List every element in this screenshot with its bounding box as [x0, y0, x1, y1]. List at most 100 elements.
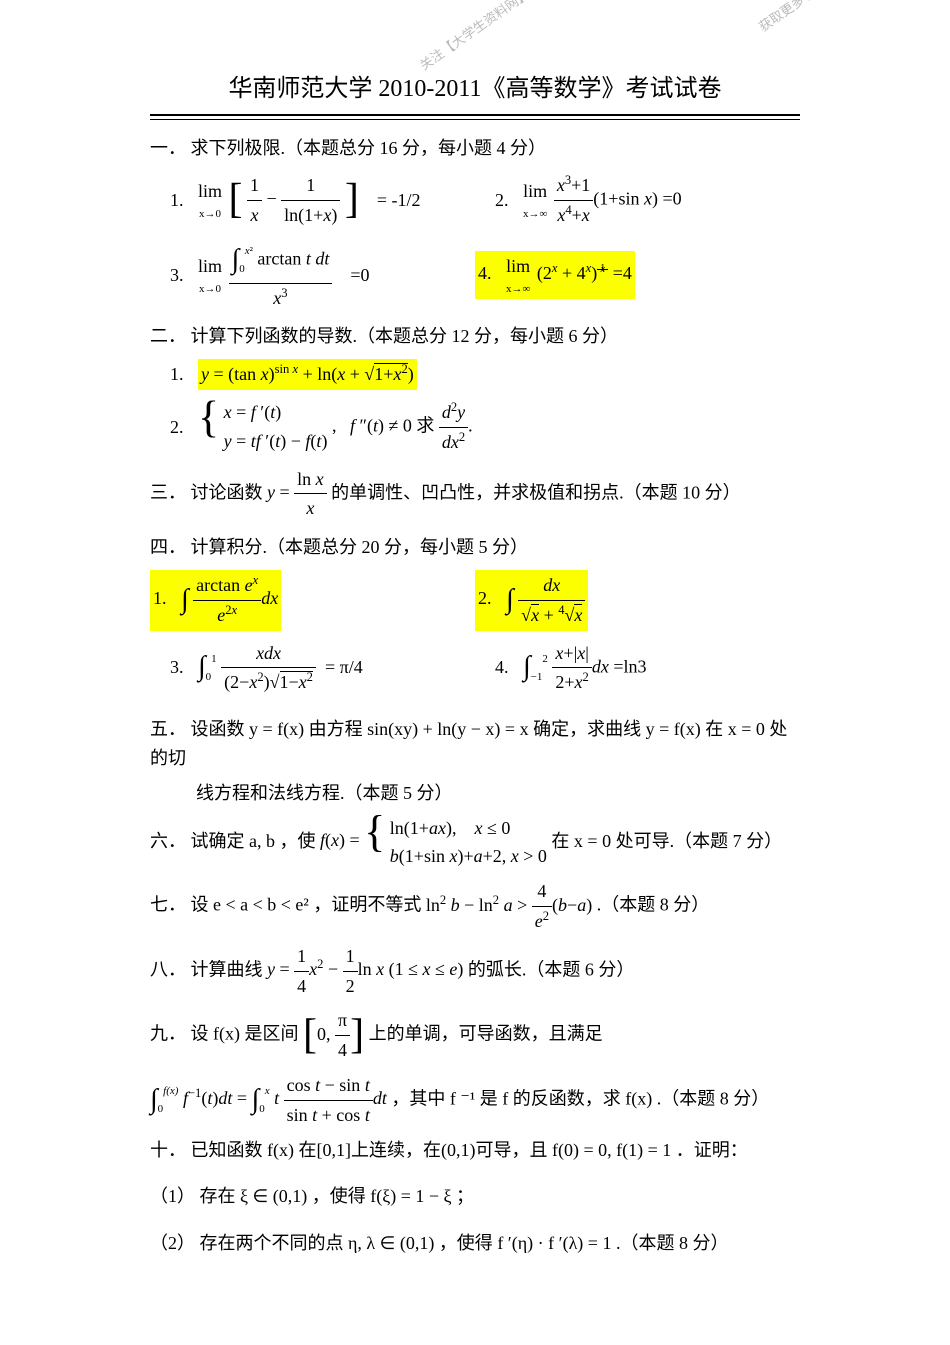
sec10-fxi: f(ξ) = 1 − ξ: [370, 1186, 451, 1206]
sec6-a: 六． 试确定: [150, 830, 245, 850]
sec10-1b: ，使得: [312, 1186, 366, 1206]
sec3-a: 三． 讨论函数: [150, 482, 263, 502]
section-7: 七． 设 e < a < b < e² ，证明不等式 ln2 b − ln2 a…: [150, 877, 800, 936]
section-5: 五． 设函数 y = f(x) 由方程 sin(xy) + ln(y − x) …: [150, 715, 800, 773]
sec7-a: 七． 设: [150, 895, 209, 915]
sec9-f: f: [502, 1088, 508, 1108]
sec8-b: 的弧长.（本题 6 分）: [468, 959, 635, 979]
q1-3-ans: =0: [350, 261, 369, 290]
sec10-1a: （1） 存在: [150, 1186, 236, 1206]
sec6-b: ，使: [280, 830, 316, 850]
q2-2-num: 2.: [170, 413, 188, 442]
sec10-2c: .（本题 8 分）: [616, 1233, 729, 1253]
sec10-b: 在[0,1]上连续，在(0,1)可导，且: [298, 1140, 547, 1160]
sec9-eq: ∫0f(x) f−1(t)dt = ∫0x t cos t − sin tsin…: [150, 1088, 391, 1108]
sec5-c: 确定，求曲线: [533, 719, 641, 739]
section-2-head: 二． 计算下列函数的导数.（本题总分 12 分，每小题 6 分）: [150, 322, 800, 351]
sec6-ab: a, b: [249, 830, 275, 850]
sec6-c: 在: [551, 830, 569, 850]
q1-4-ans: =4: [613, 263, 632, 283]
q4-4-num: 4.: [495, 653, 513, 682]
q1-1-ans: = -1/2: [377, 186, 421, 215]
q4-1-num: 1.: [153, 588, 167, 608]
q4-1-highlight: 1. ∫ arctan exe2xdx: [150, 570, 281, 631]
page-title: 华南师范大学 2010-2011《高等数学》考试试卷: [150, 70, 800, 108]
sec5-yfx2: y = f(x): [646, 719, 701, 739]
sec7-expr: ln2 b − ln2 a > 4e2(b−a): [426, 895, 597, 915]
sec3-b: 的单调性、凹凸性，并求极值和拐点.（本题 10 分）: [331, 482, 741, 502]
q2-1-expr: y = (tan x)sin x + ln(x + √1+x2): [198, 359, 417, 390]
q1-4-expr: limx→∞ (2x + 4x)1x =4: [506, 263, 632, 283]
sec8-expr: y = 14x2 − 12ln x (1 ≤ x ≤ e): [267, 959, 468, 979]
q2-1-num: 1.: [170, 360, 188, 389]
sec9-l2c: .（本题 8 分）: [657, 1088, 770, 1108]
q1-2-num: 2.: [495, 186, 513, 215]
sec5-a: 五． 设函数: [150, 719, 245, 739]
section-9-line2: ∫0f(x) f−1(t)dt = ∫0x t cos t − sin tsin…: [150, 1071, 800, 1130]
sec5-eq: sin(xy) + ln(y − x) = x: [367, 719, 528, 739]
q4-2-highlight: 2. ∫ dx√x + 4√x: [475, 570, 588, 631]
lim-sub: x→∞: [506, 281, 530, 299]
q4-2-num: 2.: [478, 588, 492, 608]
q1-1-num: 1.: [170, 186, 188, 215]
lim-sub: x→∞: [523, 206, 547, 224]
lim-text: lim: [198, 177, 222, 206]
section-9: 九． 设 f(x) 是区间 [0, π4] 上的单调，可导函数，且满足: [150, 1006, 800, 1065]
lim-sub: x→0: [198, 281, 222, 299]
sec7-b: ，证明不等式: [313, 895, 421, 915]
watermark-diagonal-1: 关注【大学生资料网】: [416, 0, 534, 76]
q1-2-ans: =0: [662, 189, 681, 209]
q4-3-expr: ∫01 xdx(2−x2)√1−x2: [198, 639, 316, 698]
sec5-yfx: y = f(x): [249, 719, 304, 739]
section-3: 三． 讨论函数 y = ln xx 的单调性、凹凸性，并求极值和拐点.（本题 1…: [150, 465, 800, 524]
q4-4-expr: ∫−12 x+|x|2+x2dx =ln3: [523, 639, 647, 698]
lim-text: lim: [198, 252, 222, 281]
section-4-head: 四． 计算积分.（本题总分 20 分，每小题 5 分）: [150, 533, 800, 562]
sec10-c: ．证明：: [676, 1140, 748, 1160]
section-8: 八． 计算曲线 y = 14x2 − 12ln x (1 ≤ x ≤ e) 的弧…: [150, 942, 800, 1001]
sec9-fm1: f ⁻¹: [450, 1088, 475, 1108]
lim-text: lim: [523, 177, 547, 206]
sec9-fx: f(x): [213, 1024, 240, 1044]
sec9-c: 上的单调，可导函数，且满足: [369, 1024, 603, 1044]
sec10-f0f1: f(0) = 0, f(1) = 1: [552, 1140, 671, 1160]
q4-1-expr: ∫ arctan exe2xdx: [181, 588, 278, 608]
sec7-c: .（本题 8 分）: [597, 895, 710, 915]
sec9-l2b: 的反函数，求: [513, 1088, 621, 1108]
q4-3-ans: = π/4: [325, 653, 363, 682]
sec6-x0: x = 0: [574, 830, 611, 850]
q1-1-expr: limx→0 [ 1x − 1ln(1+x) ]: [198, 171, 359, 230]
sec10-fx: f(x): [267, 1140, 294, 1160]
sec9-interval: [0, π4]: [303, 1024, 369, 1044]
section-10: 十． 已知函数 f(x) 在[0,1]上连续，在(0,1)可导，且 f(0) =…: [150, 1136, 800, 1165]
sec10-1c: ；: [456, 1186, 474, 1206]
lim-text: lim: [506, 252, 530, 281]
sec5-at: 在: [705, 719, 723, 739]
q4-2-expr: ∫ dx√x + 4√x: [506, 588, 585, 608]
sec8-a: 八． 计算曲线: [150, 959, 263, 979]
q1-3-expr: limx→0 ∫0x² arctan t dtx3: [198, 238, 332, 313]
lim-sub: x→0: [198, 206, 222, 224]
q1-2-expr: limx→∞ x3+1x4+x(1+sin x) =0: [523, 171, 682, 230]
sec9-b: 是区间: [244, 1024, 298, 1044]
sec5-x0: x = 0: [728, 719, 765, 739]
sec10-etal: η, λ ∈ (0,1): [348, 1233, 434, 1253]
section-6: 六． 试确定 a, b ，使 f(x) = { ln(1+ax), x ≤ 0 …: [150, 814, 800, 872]
sec10-a: 十． 已知函数: [150, 1140, 263, 1160]
title-underline: [150, 114, 800, 120]
q1-3-num: 3.: [170, 261, 188, 290]
section-10-1: （1） 存在 ξ ∈ (0,1) ，使得 f(ξ) = 1 − ξ ；: [150, 1182, 800, 1211]
q1-4-num: 4.: [478, 263, 492, 283]
section-5-line2: 线方程和法线方程.（本题 5 分）: [196, 779, 800, 808]
sec10-fpeta: f ′(η) · f ′(λ) = 1: [497, 1233, 611, 1253]
sec9-is: 是: [480, 1088, 498, 1108]
q4-4-ans: =ln3: [613, 656, 646, 676]
sec9-a: 九． 设: [150, 1024, 209, 1044]
watermark-diagonal-2: 获取更多学: [755, 0, 820, 38]
sec10-xi: ξ ∈ (0,1): [240, 1186, 307, 1206]
sec6-expr: f(x) = { ln(1+ax), x ≤ 0 b(1+sin x)+a+2,…: [320, 830, 551, 850]
section-1-head: 一． 求下列极限.（本题总分 16 分，每小题 4 分）: [150, 134, 800, 163]
q4-3-num: 3.: [170, 653, 188, 682]
q1-4-highlight: 4. limx→∞ (2x + 4x)1x =4: [475, 251, 635, 299]
sec9-fx2: f(x): [625, 1088, 652, 1108]
